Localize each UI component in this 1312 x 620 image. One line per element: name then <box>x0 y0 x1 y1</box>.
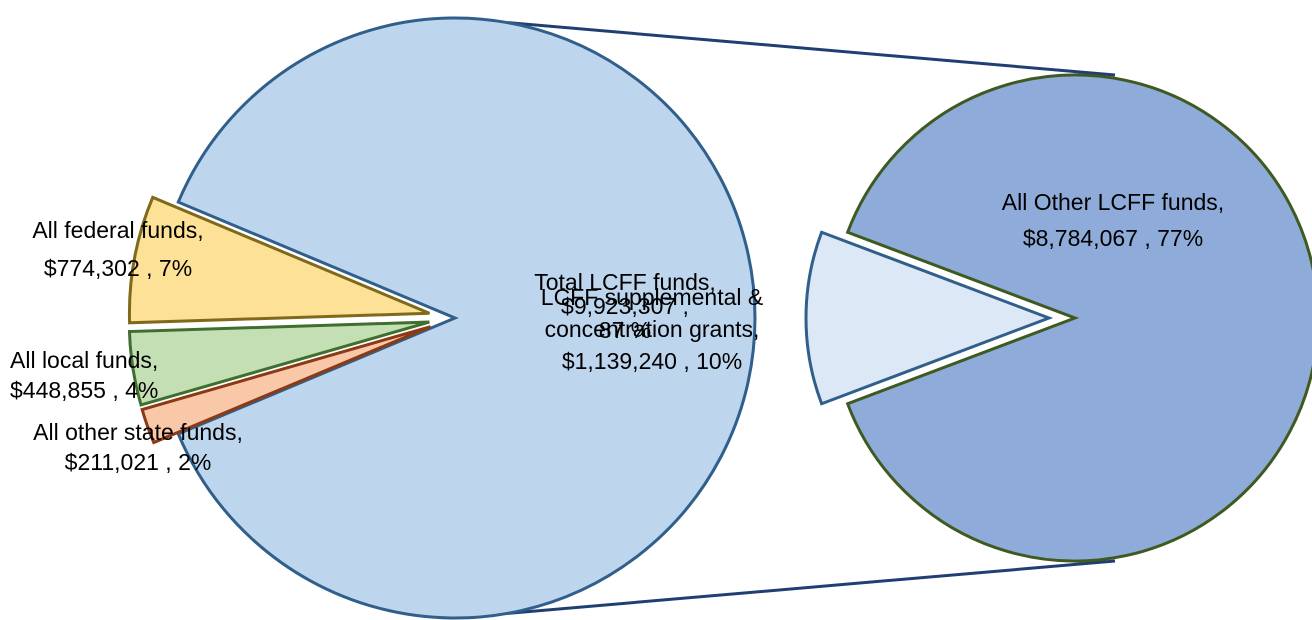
label-other-state: All other state funds, $211,021 , 2% <box>33 419 243 475</box>
slice-other-state <box>140 325 432 445</box>
slice-supplemental-concentration <box>804 230 1054 406</box>
slice-total-lcff <box>176 16 757 620</box>
label-all-other-lcff: All Other LCFF funds, $8,784,067 , 77% <box>1002 189 1224 251</box>
label-local: All local funds, $448,855 , 4% <box>10 347 158 403</box>
slice-all-other-lcff <box>845 73 1312 563</box>
connector-line-top <box>506 21 1116 77</box>
label-federal: All federal funds, $774,302 , 7% <box>32 217 203 281</box>
label-supplemental: LCFF supplemental & concentration grants,… <box>541 284 763 374</box>
label-total-lcff: Total LCFF funds, $9,923,307 , 87 % <box>534 269 716 343</box>
connector-line-bottom <box>506 559 1116 615</box>
slice-federal <box>127 195 431 325</box>
slice-local <box>127 320 430 407</box>
